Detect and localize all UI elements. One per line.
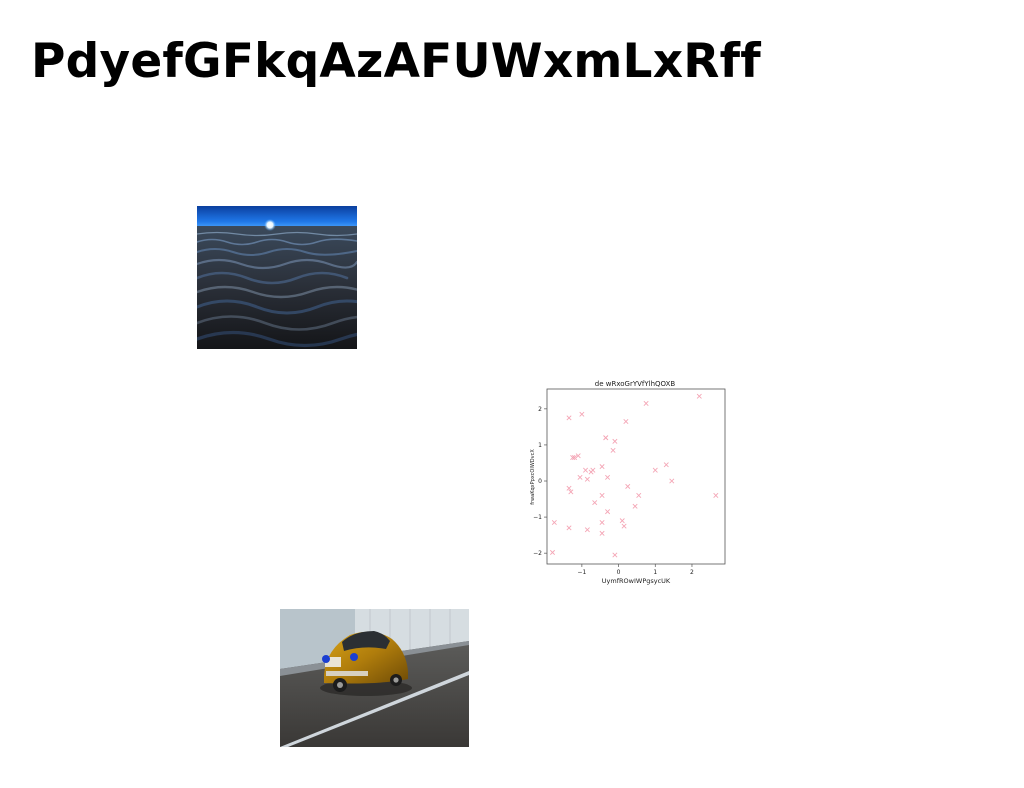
data-point [696,393,702,399]
x-tick-label: −1 [577,569,586,576]
x-axis-ticks: −1 0 1 2 [577,564,694,576]
data-point [599,492,605,498]
data-point [643,400,649,406]
sea-photo-graphic [197,206,357,349]
data-point [610,447,616,453]
data-point [572,455,578,461]
data-point [636,492,642,498]
plot-frame [546,388,726,565]
data-point [599,519,605,526]
data-point [713,492,719,498]
data-point [566,415,572,421]
x-tick-label: 1 [653,569,657,576]
y-tick-label: −1 [533,514,542,521]
data-point [623,418,629,424]
data-point [570,455,576,461]
data-point [577,474,583,480]
car-photo-graphic [280,609,469,747]
data-point [575,453,581,459]
data-point [551,519,557,526]
data-point [583,467,589,473]
data-point [584,527,590,533]
data-point [566,525,572,531]
data-point [568,489,574,495]
data-point [669,478,675,484]
data-points [549,393,719,558]
x-axis-label: UymfROwIWPgsycUK [602,577,671,585]
data-point [619,518,625,524]
data-point [663,462,669,468]
data-point [605,474,611,480]
data-point [584,476,590,482]
data-point [605,509,611,515]
data-point [566,485,572,491]
yellow-beetle-car-photo [280,609,469,747]
sea-at-night-photo [197,206,357,349]
x-tick-label: 0 [617,569,621,576]
y-axis-label: frwaKqxPpxcOIWDvcX [530,449,536,505]
chart-title: de wRxoGrYVfYlhQOXB [595,380,676,388]
x-tick-label: 2 [690,569,694,576]
data-point [621,523,627,529]
page-title: PdyefGFkqAzAFUWxmLxRff [31,34,761,89]
data-point [612,438,618,444]
data-point [549,549,556,555]
y-axis-ticks: −2 −1 0 1 2 [533,406,547,557]
data-point [599,530,605,536]
y-tick-label: −2 [533,550,542,557]
data-point [579,411,585,417]
y-tick-label: 0 [538,478,542,485]
data-point [603,435,609,441]
y-tick-label: 2 [538,406,542,413]
data-point [625,483,631,489]
data-point [612,552,618,558]
data-point [652,467,658,473]
data-point [592,500,598,506]
scatter-chart: de wRxoGrYVfYlhQOXB −2 −1 0 1 2 −1 0 1 2 UymfRO… [530,380,726,585]
y-tick-label: 1 [538,442,542,449]
data-point [632,503,638,509]
data-point [590,467,596,473]
data-point [599,464,605,470]
